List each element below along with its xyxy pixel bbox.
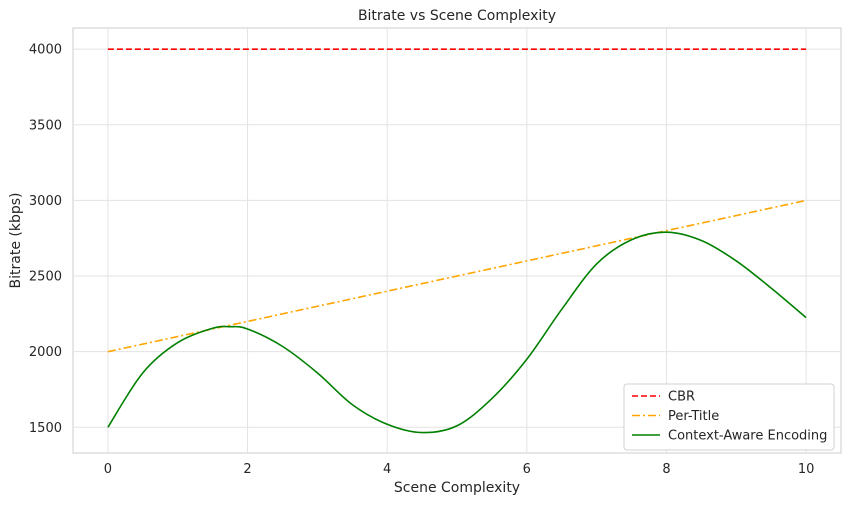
x-tick-label: 0 bbox=[104, 462, 112, 477]
y-tick-label: 2000 bbox=[29, 345, 62, 360]
y-tick-label: 2500 bbox=[29, 270, 62, 285]
tick-labels: 0 2 4 6 8 10 1500 2000 2500 3000 3500 4000 bbox=[29, 43, 814, 477]
plot-area bbox=[72, 27, 842, 454]
legend-box bbox=[623, 383, 835, 451]
legend-label: Context-Aware Encoding bbox=[668, 429, 827, 444]
x-tick-label: 10 bbox=[798, 462, 815, 477]
legend: CBR Per-Title Context-Aware Encoding bbox=[623, 383, 835, 451]
series-line-context-aware-encoding bbox=[107, 231, 807, 434]
legend-label: CBR bbox=[668, 390, 695, 405]
legend-label: Per-Title bbox=[668, 409, 719, 424]
x-tick-label: 6 bbox=[523, 462, 531, 477]
x-tick-label: 4 bbox=[383, 462, 391, 477]
x-tick-label: 2 bbox=[243, 462, 251, 477]
series-group bbox=[107, 48, 807, 434]
x-axis-label: Scene Complexity bbox=[394, 480, 520, 496]
y-tick-label: 4000 bbox=[29, 43, 62, 58]
chart-title: Bitrate vs Scene Complexity bbox=[358, 8, 556, 24]
x-tick-label: 8 bbox=[662, 462, 670, 477]
y-axis-label: Bitrate (kbps) bbox=[8, 193, 24, 289]
y-tick-label: 3000 bbox=[29, 194, 62, 209]
y-tick-label: 1500 bbox=[29, 421, 62, 436]
y-tick-label: 3500 bbox=[29, 118, 62, 133]
